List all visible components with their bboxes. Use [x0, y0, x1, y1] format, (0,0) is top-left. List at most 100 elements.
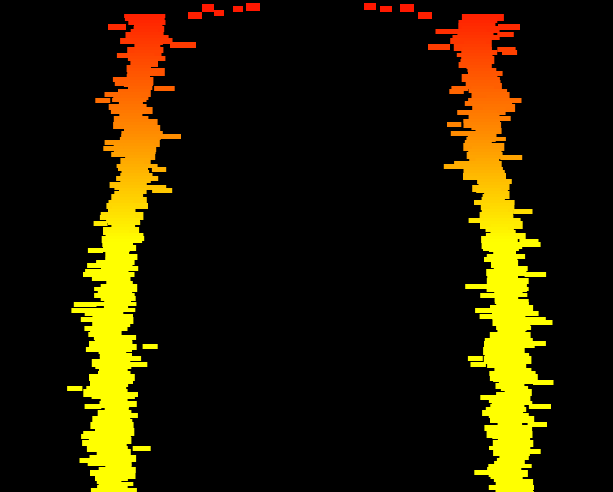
right-flame-bar	[457, 110, 481, 115]
right-flame-bar	[450, 131, 473, 136]
left-flame-bar	[99, 215, 117, 220]
right-flame-bar	[485, 227, 509, 232]
left-flame-bar	[134, 44, 161, 48]
right-flame-bar	[475, 308, 496, 313]
right-flame-bar	[488, 413, 529, 418]
left-flame-bar	[104, 407, 129, 412]
right-flame-bar	[502, 317, 533, 322]
left-flame-bar	[118, 149, 156, 154]
left-flame-bar	[99, 353, 132, 357]
right-flame-bar	[470, 362, 486, 367]
right-flame-bar	[500, 98, 522, 103]
right-flame-bar	[462, 47, 492, 52]
right-flame-bar	[488, 272, 522, 276]
left-flame-bar	[106, 281, 133, 286]
left-flame-bar	[84, 404, 102, 409]
left-flame-bar	[114, 185, 144, 190]
left-flame-bar	[103, 146, 124, 151]
right-flame-bar	[500, 155, 523, 160]
left-flame-bar	[152, 188, 173, 193]
right-flame-bar	[489, 446, 531, 450]
top-spark-flame-bar	[364, 3, 376, 10]
left-flame-bar	[118, 167, 148, 171]
left-flame-bar	[88, 332, 120, 337]
right-flame-bar	[493, 419, 529, 423]
right-flame-bar	[464, 77, 500, 82]
left-flame-bar	[130, 62, 155, 67]
right-flame-bar	[465, 170, 505, 174]
left-flame-bar	[116, 176, 159, 181]
right-flame-bar	[484, 257, 518, 262]
left-flame-bar	[102, 242, 119, 247]
right-flame-bar	[533, 380, 554, 385]
right-flame-bar	[471, 125, 500, 130]
right-flame-bar	[496, 326, 532, 330]
right-flame-bar	[497, 47, 516, 52]
left-flame-bar	[103, 305, 129, 309]
top-spark-flame-bar	[418, 12, 432, 19]
right-flame-bar	[487, 467, 522, 471]
left-flame-bar	[160, 134, 181, 139]
right-flame-bar	[461, 50, 498, 55]
right-flame-bar	[435, 29, 459, 34]
right-flame-bar	[466, 137, 506, 141]
right-flame-bar	[495, 488, 533, 492]
right-flame-bar	[489, 344, 535, 348]
right-flame-bar	[476, 188, 501, 193]
right-flame-bar	[474, 200, 515, 205]
right-flame-bar	[513, 209, 533, 214]
right-flame-bar	[489, 248, 512, 252]
right-flame-bar	[499, 455, 524, 459]
left-flame-bar	[120, 173, 153, 178]
top-spark-flame-bar	[400, 4, 414, 12]
right-flame-bar	[492, 434, 530, 439]
left-flame-bar	[83, 272, 103, 277]
left-flame-bar	[92, 302, 137, 306]
left-flame-bar	[97, 347, 132, 352]
left-flame-bar	[108, 200, 134, 205]
left-flame-bar	[111, 152, 135, 157]
left-flame-bar	[111, 242, 133, 247]
left-flame-bar	[94, 293, 126, 298]
right-flame-bar	[525, 449, 541, 454]
right-flame-bar	[494, 299, 529, 304]
left-flame-bar	[85, 269, 100, 274]
left-flame-bar	[137, 41, 163, 45]
right-flame-bar	[456, 53, 493, 57]
left-flame-bar	[67, 386, 83, 391]
left-flame-bar	[90, 488, 137, 492]
left-flame-bar	[100, 296, 136, 301]
right-flame-bar	[471, 146, 500, 151]
left-flame-bar	[95, 98, 111, 103]
right-flame-bar	[492, 311, 539, 316]
left-flame-bar	[108, 209, 135, 213]
right-flame-bar	[528, 404, 551, 409]
right-flame-bar	[480, 395, 504, 400]
left-flame-bar	[123, 83, 153, 87]
left-flame-bar	[121, 170, 150, 175]
right-flame-bar	[497, 32, 514, 37]
right-flame-bar	[492, 263, 518, 267]
left-flame-bar	[93, 335, 137, 340]
right-flame-bar	[468, 149, 502, 154]
left-flame-bar	[71, 308, 92, 313]
left-flame-bar	[104, 140, 129, 145]
left-flame-bar	[105, 464, 132, 469]
right-flame-bar	[527, 422, 547, 427]
right-flame-bar	[519, 239, 539, 244]
right-flame-bar	[451, 86, 469, 91]
left-flame-bar	[99, 356, 126, 360]
right-flame-bar	[468, 116, 511, 121]
right-flame-bar	[496, 302, 529, 306]
left-flame-bar	[98, 350, 127, 354]
right-flame-bar	[518, 242, 541, 247]
right-flame-bar	[485, 407, 527, 412]
left-flame-bar	[106, 218, 140, 223]
right-flame-bar	[449, 89, 464, 94]
left-flame-bar	[96, 479, 122, 484]
right-flame-bar	[502, 50, 518, 55]
left-flame-bar	[120, 95, 141, 100]
right-flame-bar	[475, 158, 500, 162]
left-flame-bar	[124, 14, 166, 18]
